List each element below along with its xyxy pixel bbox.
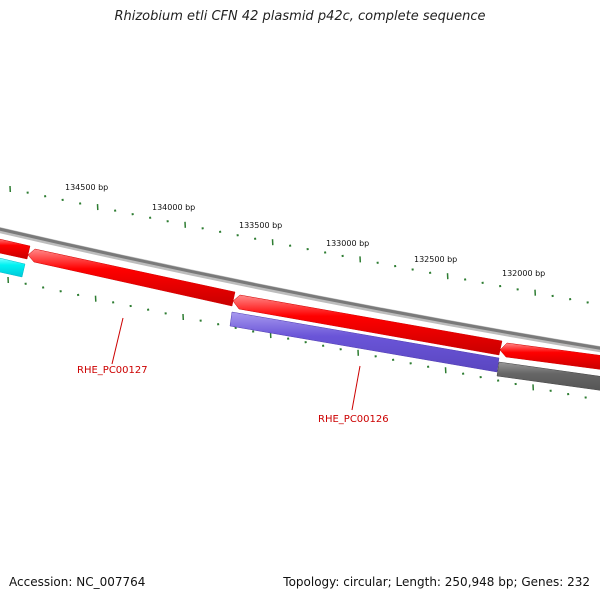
ruler-label-132000: 132000 bp: [502, 269, 545, 278]
map-title: Rhizobium etli CFN 42 plasmid p42c, comp…: [114, 9, 486, 24]
gene-red-left[interactable]: [0, 238, 31, 260]
gene-label-RHE_PC00126: RHE_PC00126: [318, 414, 389, 425]
inner-ruler-ticks: [7, 276, 587, 399]
gene-cyan-left[interactable]: [0, 257, 26, 278]
ruler-label-133500: 133500 bp: [239, 221, 282, 230]
ruler-label-134000: 134000 bp: [152, 203, 195, 212]
gene-features: [0, 238, 600, 391]
ruler-label-132500: 132500 bp: [414, 255, 457, 264]
summary-text: Topology: circular; Length: 250,948 bp; …: [283, 575, 590, 589]
backbone: [0, 227, 600, 353]
ruler-label-134500: 134500 bp: [65, 183, 108, 192]
gene-RHE_PC00127[interactable]: [27, 248, 236, 307]
gene-gray-right[interactable]: [496, 361, 600, 391]
accession-text: Accession: NC_007764: [9, 575, 146, 589]
gene-red-right[interactable]: [499, 342, 600, 370]
outer-ruler-ticks: [9, 185, 589, 304]
gene-RHE_PC00126[interactable]: [229, 311, 500, 373]
gene-labels: RHE_PC00127 RHE_PC00126: [77, 317, 389, 425]
ruler-labels: 134500 bp 134000 bp 133500 bp 133000 bp …: [65, 183, 545, 278]
ruler-label-133000: 133000 bp: [326, 239, 369, 248]
gene-red-middle[interactable]: [232, 294, 503, 356]
gene-label-RHE_PC00127: RHE_PC00127: [77, 365, 148, 376]
